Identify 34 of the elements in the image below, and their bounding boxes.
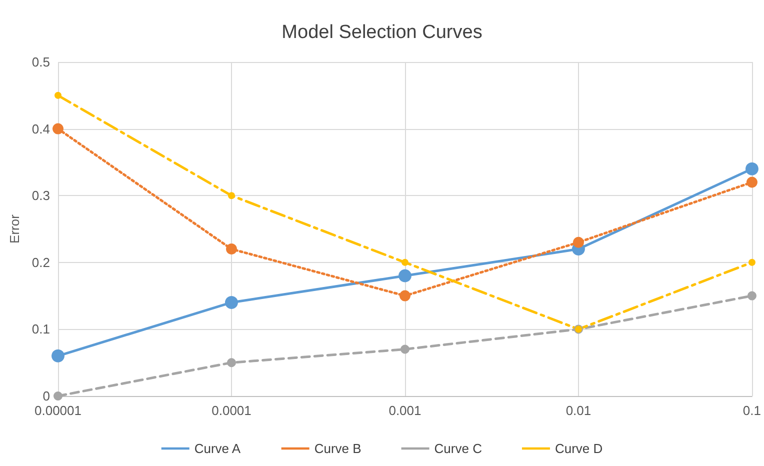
- y-tick-label: 0.4: [32, 121, 50, 136]
- y-axis-title: Error: [7, 214, 22, 244]
- point: [228, 192, 235, 200]
- legend-label: Curve B: [314, 441, 362, 456]
- y-tick-label: 0.3: [32, 188, 50, 204]
- x-tick-label: 0.00001: [34, 403, 82, 418]
- x-tick-label: 0.1: [742, 403, 762, 418]
- point: [52, 123, 64, 134]
- point: [400, 344, 410, 354]
- point: [227, 358, 236, 368]
- y-tick-label: 0.1: [32, 322, 50, 337]
- y-tick-label: 0.5: [32, 54, 50, 70]
- point: [746, 176, 758, 188]
- point: [225, 296, 238, 309]
- x-tick-label: 0.0001: [212, 403, 252, 418]
- y-tick-label: 0: [42, 388, 50, 404]
- legend-label: Curve A: [194, 441, 241, 456]
- point: [745, 162, 758, 176]
- point: [226, 244, 237, 255]
- point: [398, 269, 412, 282]
- chart-title: Model Selection Curves: [282, 22, 482, 43]
- x-tick-label: 0.001: [388, 403, 422, 418]
- point: [748, 258, 756, 266]
- x-tick-label: 0.01: [566, 403, 592, 418]
- point: [52, 349, 64, 362]
- y-tick-label: 0.2: [32, 254, 50, 270]
- point: [399, 290, 410, 302]
- point: [572, 236, 584, 248]
- legend-label: Curve C: [434, 441, 482, 456]
- legend-label: Curve D: [554, 441, 603, 456]
- point: [401, 258, 408, 266]
- point: [54, 92, 62, 99]
- point: [747, 291, 756, 300]
- point: [54, 392, 62, 400]
